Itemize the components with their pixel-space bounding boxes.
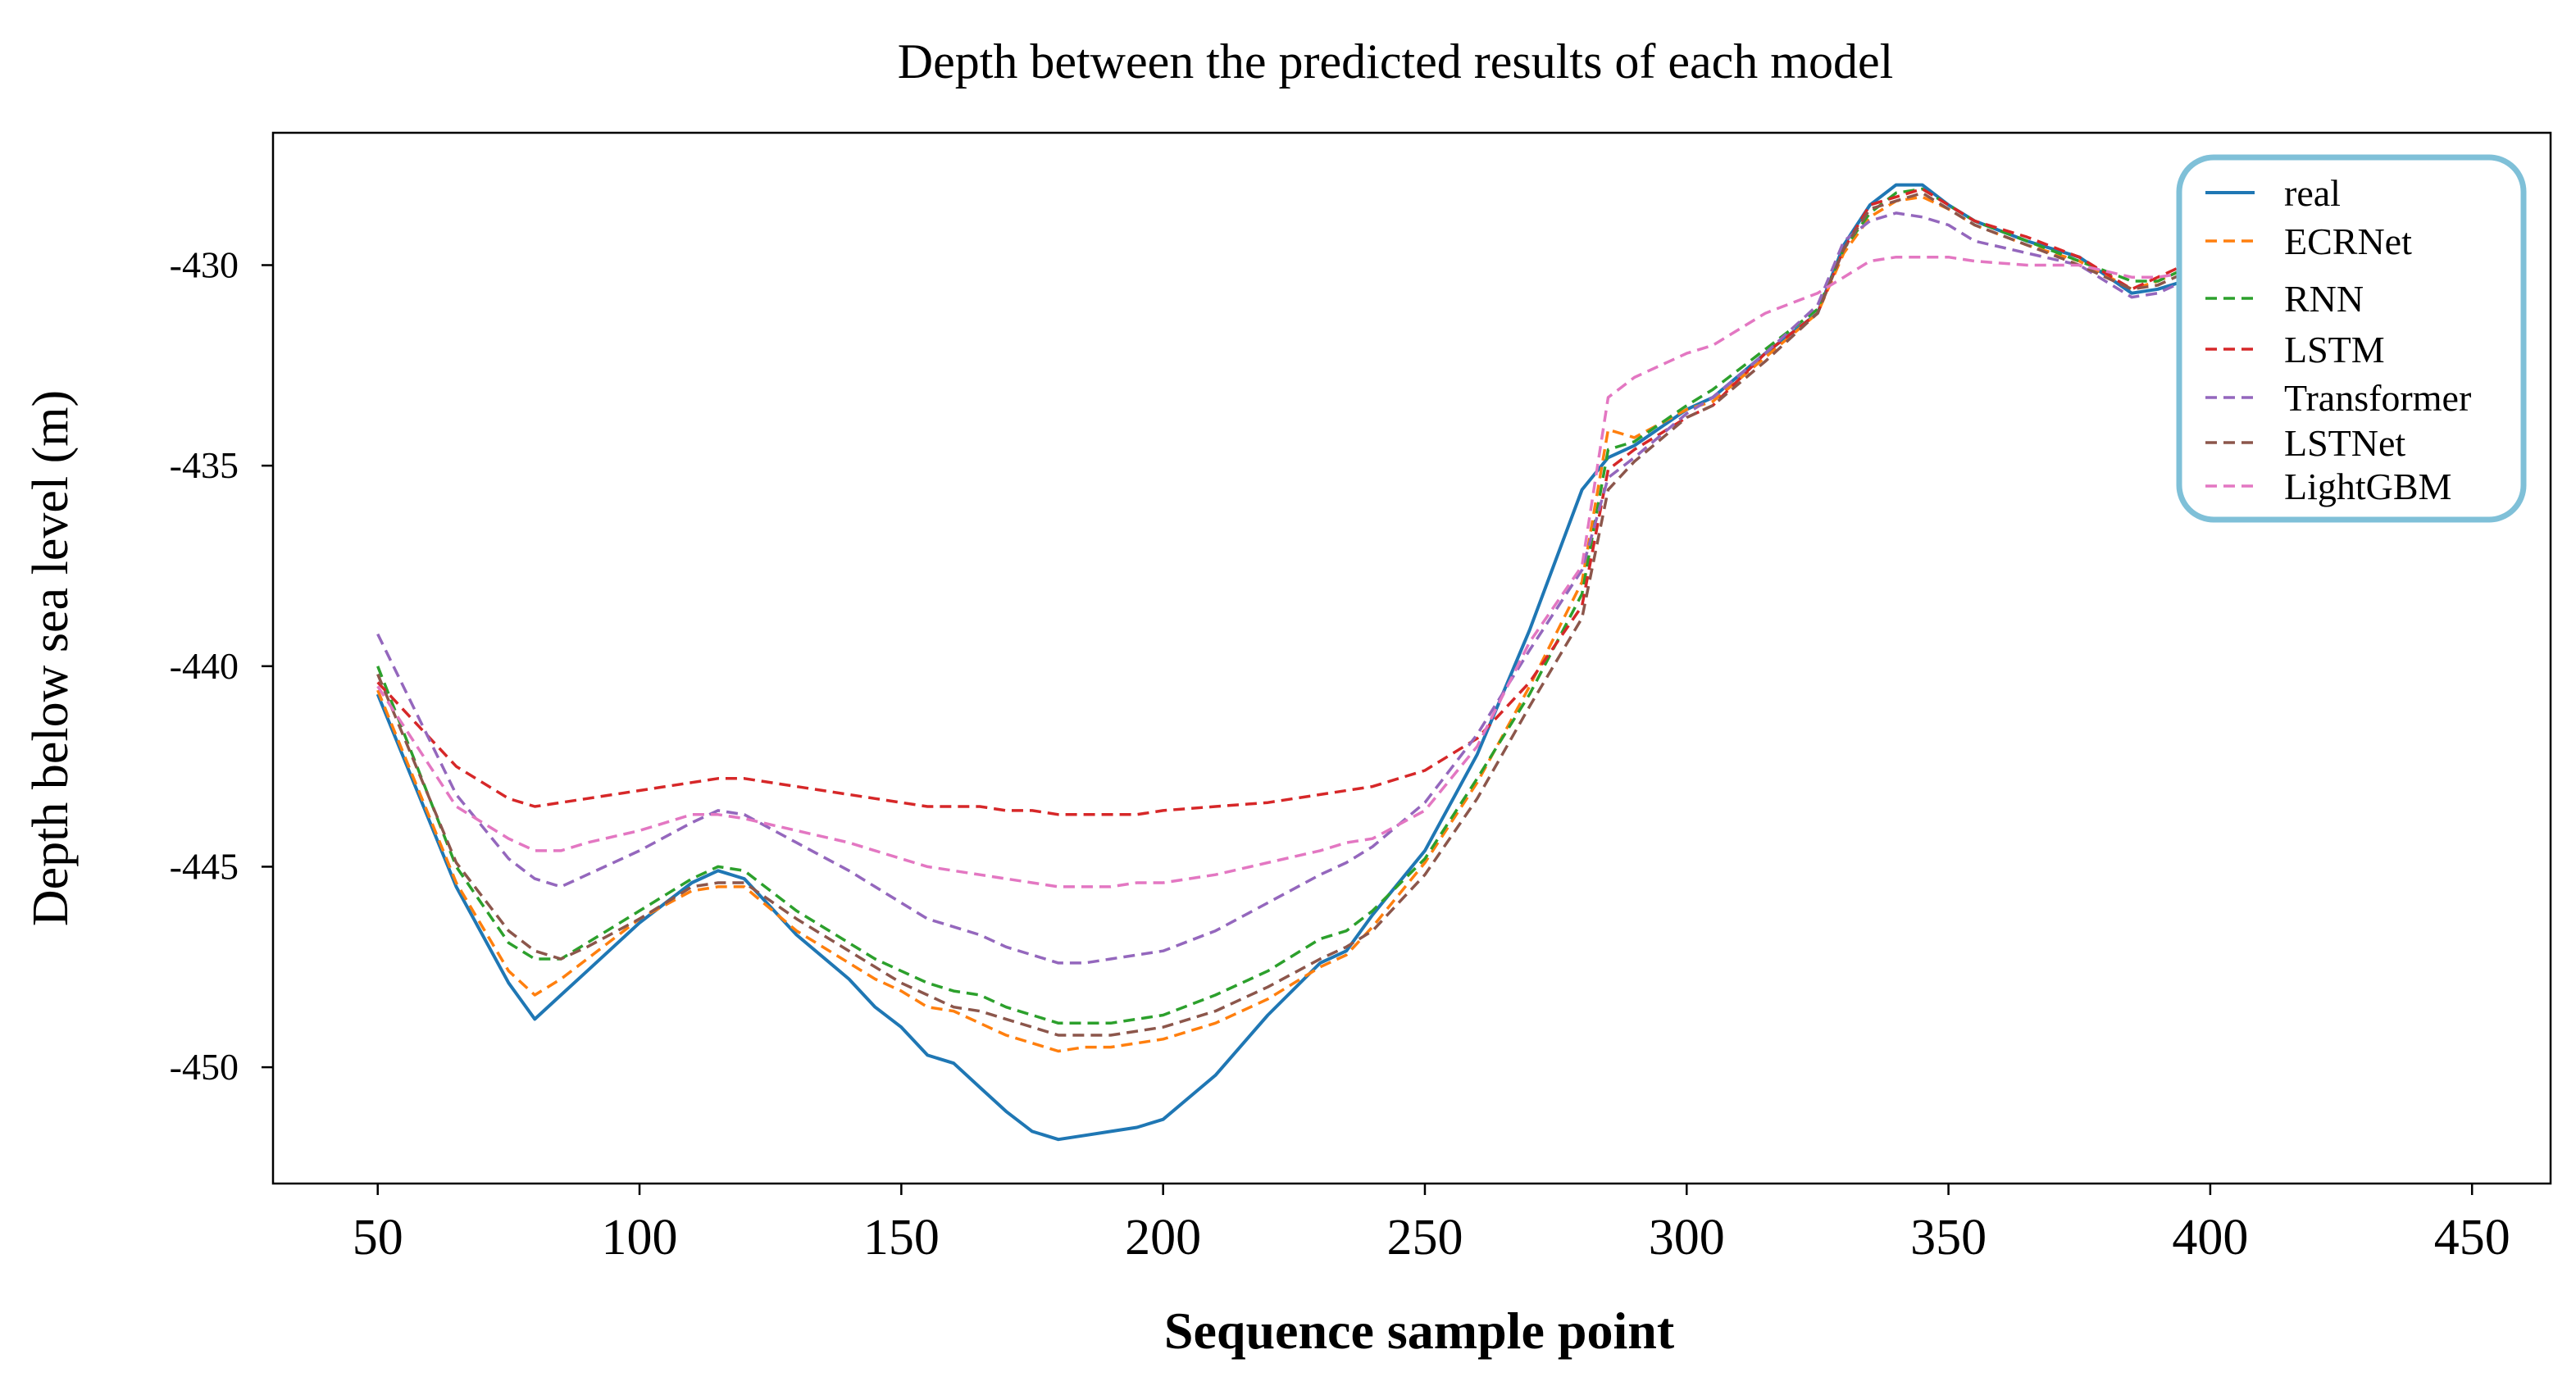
x-tick-label: 300	[1649, 1210, 1725, 1265]
legend-label-rnn: RNN	[2284, 278, 2364, 320]
chart-title: Depth between the predicted results of e…	[898, 34, 1894, 89]
legend-label-transformer: Transformer	[2284, 377, 2471, 419]
y-tick-label: -440	[170, 645, 239, 687]
x-tick-label: 50	[353, 1210, 403, 1265]
y-axis-label: Depth below sea level (m)	[23, 390, 79, 926]
x-tick-label: 250	[1386, 1210, 1463, 1265]
series-line-transformer	[376, 211, 2446, 965]
y-tick-label: -435	[170, 444, 239, 486]
y-tick-label: -430	[170, 243, 239, 285]
series-line-lightgbm	[376, 255, 2446, 888]
x-tick-label: 450	[2434, 1210, 2510, 1265]
x-tick-label: 200	[1125, 1210, 1201, 1265]
legend-label-lstm: LSTM	[2284, 329, 2385, 370]
series-line-lstm	[376, 187, 2446, 816]
series-lines	[375, 183, 2447, 1142]
x-tick-label: 350	[1910, 1210, 1987, 1265]
series-line-real	[375, 183, 2447, 1142]
series-line-ecrnet	[376, 195, 2446, 1053]
legend-label-lstnet: LSTNet	[2284, 422, 2405, 464]
legend-box	[2176, 154, 2527, 523]
x-axis-ticks: 50 100 150 200 250 300 350 400 450	[353, 1184, 2510, 1265]
y-tick-label: -450	[170, 1046, 239, 1088]
x-tick-label: 150	[863, 1210, 940, 1265]
x-tick-label: 100	[602, 1210, 678, 1265]
legend-label-ecrnet: ECRNet	[2284, 220, 2412, 262]
series-line-lstnet	[376, 191, 2446, 1037]
legend-label-lightgbm: LightGBM	[2284, 466, 2451, 507]
x-axis-label: Sequence sample point	[1164, 1302, 1675, 1360]
plot-area-frame	[271, 131, 2552, 1185]
series-line-rnn	[376, 187, 2446, 1025]
y-tick-label: -445	[170, 845, 239, 887]
x-tick-label: 400	[2172, 1210, 2248, 1265]
legend-label-real: real	[2284, 172, 2341, 214]
legend: real ECRNet RNN LSTM TransformerLSTNetLightG…	[2176, 154, 2527, 523]
y-axis-ticks: -450 -445 -440 -435 -430	[170, 243, 273, 1088]
